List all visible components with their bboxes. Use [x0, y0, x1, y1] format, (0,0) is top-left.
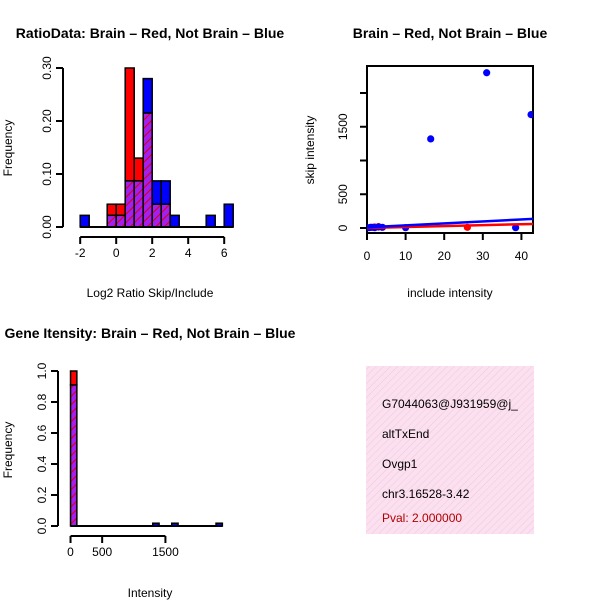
ratio-x-tick-label: 0 [113, 246, 120, 260]
scatter-x-tick-label: 0 [364, 249, 371, 263]
ratio-y-tick-label: 0.30 [40, 56, 54, 80]
scatter-y-tick-label: 1500 [336, 113, 350, 140]
intensity-y-tick-label: 0.4 [35, 455, 49, 472]
intensity-ylabel: Frequency [1, 422, 15, 479]
ratio-bar-brain [106, 203, 117, 217]
info-event-id: G7044063@J931959@j_ [382, 397, 518, 411]
intensity-scatter: Brain – Red, Not Brain – Blue include in… [303, 25, 547, 300]
scatter-fit-line-brain [367, 222, 533, 230]
info-event-type: altTxEnd [382, 427, 429, 441]
intensity-y-tick-label: 0.2 [35, 486, 49, 503]
scatter-y-tick-label: 500 [336, 184, 350, 204]
scatter-axes: 0 10 20 30 40 0 500 1500 [336, 92, 529, 263]
ratio-y-tick-label: 0.20 [40, 109, 54, 133]
ratio-bar-overlap [160, 203, 171, 228]
info-location: chr3.16528-3.42 [382, 487, 470, 501]
scatter-title: Brain – Red, Not Brain – Blue [353, 25, 548, 41]
scatter-x-tick-label: 40 [515, 249, 529, 263]
ratio-bar-notbrain [160, 180, 171, 205]
scatter-x-tick-label: 20 [438, 249, 452, 263]
ratio-histogram: RatioData: Brain – Red, Not Brain – Blue… [1, 25, 284, 300]
ratio-y-tick-label: 0.00 [40, 215, 54, 239]
ratio-bar-notbrain [151, 180, 162, 205]
ratio-axes: -2 0 2 4 6 0.00 0.10 0.20 0.30 [40, 56, 228, 260]
intensity-x-tick-label: 500 [92, 545, 112, 559]
info-panel: G7044063@J931959@j_ altTxEnd Ovgp1 chr3.… [366, 366, 534, 534]
intensity-bar-overlap [69, 384, 78, 527]
intensity-title: Gene Itensity: Brain – Red, Not Brain – … [5, 325, 296, 341]
ratio-title: RatioData: Brain – Red, Not Brain – Blue [16, 25, 285, 41]
intensity-xlabel: Intensity [128, 586, 173, 600]
ratio-bars [79, 67, 234, 228]
scatter-x-tick-label: 30 [476, 249, 490, 263]
ratio-bar-overlap [133, 180, 144, 228]
ratio-bar-overlap [151, 203, 162, 228]
intensity-axes: 0 500 1500 0.0 0.2 0.4 0.6 0.8 1.0 [35, 362, 179, 559]
scatter-marks [367, 69, 533, 232]
ratio-x-tick-label: 4 [185, 246, 192, 260]
scatter-point-notbrain [512, 224, 520, 232]
scatter-fit-line-notbrain [367, 217, 533, 229]
ratio-x-tick-label: 6 [221, 246, 228, 260]
intensity-x-tick-label: 1500 [152, 545, 179, 559]
scatter-xlabel: include intensity [407, 286, 492, 300]
ratio-y-tick-label: 0.10 [40, 162, 54, 186]
info-gene: Ovgp1 [382, 457, 418, 471]
intensity-bars [69, 370, 224, 527]
ratio-bar-brain [115, 203, 126, 217]
ratio-x-tick-label: 2 [149, 246, 156, 260]
ratio-bar-brain [124, 67, 135, 182]
ratio-bar-overlap [115, 214, 126, 228]
ratio-bar-overlap [142, 112, 153, 228]
intensity-y-tick-label: 0.8 [35, 393, 49, 410]
ratio-bar-brain [133, 157, 144, 182]
scatter-ylabel: skip intensity [303, 116, 317, 185]
ratio-bar-notbrain [223, 203, 234, 228]
scatter-point-notbrain [427, 135, 435, 143]
ratio-bar-notbrain [142, 77, 153, 114]
scatter-y-tick-label: 0 [336, 224, 350, 231]
scatter-x-tick-label: 10 [399, 249, 413, 263]
ratio-xlabel: Log2 Ratio Skip/Include [87, 286, 214, 300]
scatter-point-notbrain [527, 111, 533, 119]
info-background [366, 366, 534, 534]
ratio-x-tick-label: -2 [75, 246, 86, 260]
ratio-bar-overlap [106, 214, 117, 228]
ratio-ylabel: Frequency [1, 120, 15, 177]
ratio-bar-overlap [124, 180, 135, 228]
intensity-bar-brain [69, 370, 78, 386]
intensity-x-tick-label: 0 [67, 545, 74, 559]
intensity-y-tick-label: 1.0 [35, 362, 49, 379]
intensity-y-tick-label: 0.0 [35, 517, 49, 534]
scatter-point-notbrain [483, 69, 491, 77]
scatter-plot-box [366, 65, 534, 234]
ratio-bar-notbrain [205, 214, 216, 228]
ratio-bar-notbrain [169, 214, 180, 228]
info-pval: Pval: 2.000000 [382, 511, 462, 525]
ratio-bar-notbrain [79, 214, 90, 228]
intensity-histogram: Gene Itensity: Brain – Red, Not Brain – … [1, 325, 296, 600]
intensity-y-tick-label: 0.6 [35, 424, 49, 441]
